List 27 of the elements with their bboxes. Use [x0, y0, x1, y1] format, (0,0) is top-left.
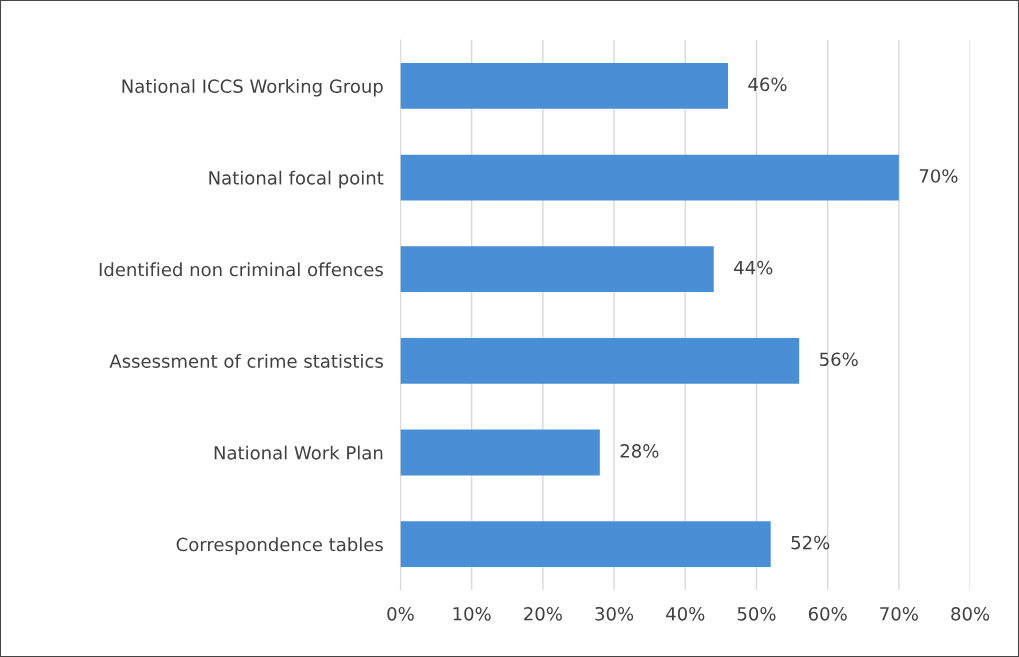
y-tick-label: Identified non criminal offences [99, 262, 383, 277]
x-tick-label: 10% [453, 606, 491, 621]
bar [400, 337, 800, 384]
bar [400, 154, 899, 201]
bar [400, 521, 771, 568]
x-tick-label: 60% [808, 606, 847, 621]
y-tick-label: Assessment of crime statistics [109, 354, 383, 368]
data-label: 56% [820, 352, 858, 367]
x-tick-label: 40% [666, 606, 705, 621]
y-tick-label: National ICCS Working Group [122, 79, 383, 97]
x-tick-label: 70% [880, 606, 918, 621]
data-label: 46% [748, 77, 787, 92]
y-tick-label: Correspondence tables [176, 537, 383, 555]
y-tick-label: National Work Plan [214, 445, 383, 460]
data-label: 52% [791, 535, 830, 550]
y-tick-label: National focal point [209, 170, 384, 189]
x-tick-label: 80% [951, 606, 990, 621]
data-label: 28% [620, 444, 659, 458]
bar [400, 62, 728, 109]
x-tick-label: 20% [524, 606, 562, 621]
x-tick-label: 50% [737, 606, 776, 621]
data-label: 44% [734, 260, 773, 275]
bar [400, 246, 714, 293]
bar [400, 429, 600, 476]
x-tick-label: 30% [595, 606, 634, 621]
x-tick-label: 0% [387, 606, 414, 621]
data-label: 70% [919, 169, 958, 183]
